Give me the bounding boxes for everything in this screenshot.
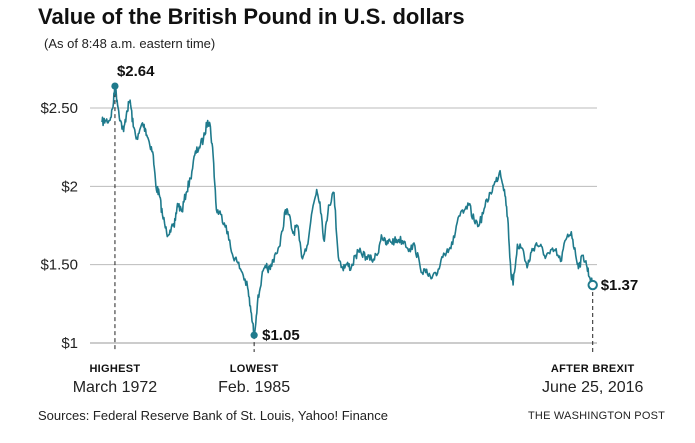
chart-title: Value of the British Pound in U.S. dolla… — [38, 4, 465, 29]
annotation-date: June 25, 2016 — [542, 379, 644, 396]
annotation-date: March 1972 — [73, 379, 158, 396]
y-tick-label: $1.50 — [40, 257, 78, 274]
data-value-label: $1.05 — [262, 327, 300, 344]
line-chart: $2.50 $2 $1.50 $1 HIGHEST March 1972 LOWEST Feb… — [40, 63, 644, 396]
publisher-credit: THE WASHINGTON POST — [528, 410, 666, 422]
series-line-0 — [101, 85, 594, 336]
annotation-caption: AFTER BREXIT — [551, 363, 635, 375]
data-value-label: $2.64 — [117, 63, 155, 80]
data-point-marker — [250, 331, 258, 339]
annotation-caption: LOWEST — [230, 363, 279, 375]
y-tick-label: $2.50 — [40, 100, 78, 117]
sources-note: Sources: Federal Reserve Bank of St. Lou… — [38, 408, 388, 423]
data-point-marker — [111, 82, 119, 90]
y-tick-label: $1 — [61, 335, 78, 352]
data-point-marker — [587, 279, 598, 291]
annotation-date: Feb. 1985 — [218, 379, 290, 396]
chart-subtitle: (As of 8:48 a.m. eastern time) — [44, 36, 216, 51]
data-value-label: $1.37 — [601, 277, 639, 294]
y-tick-label: $2 — [61, 178, 78, 195]
annotation-caption: HIGHEST — [89, 363, 140, 375]
